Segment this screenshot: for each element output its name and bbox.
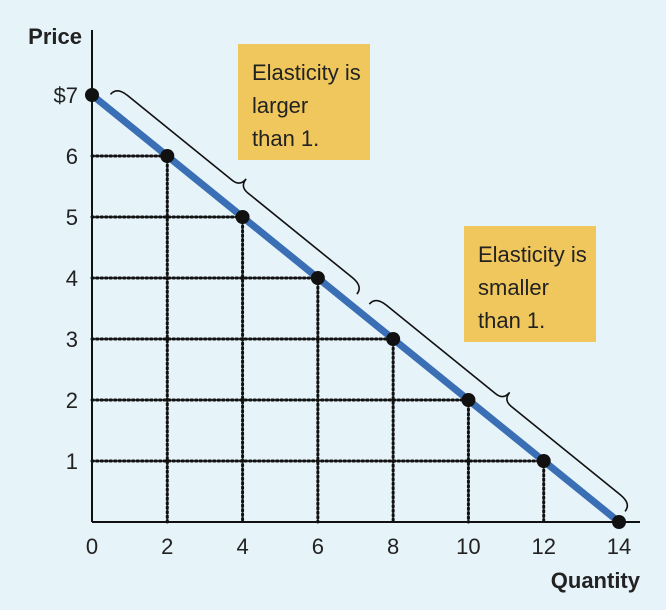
x-tick-label: 2 bbox=[161, 534, 173, 559]
data-point bbox=[310, 271, 325, 285]
callout-elastic-line-3: than 1. bbox=[252, 126, 320, 151]
y-tick-label: 4 bbox=[66, 266, 78, 291]
data-point bbox=[612, 515, 626, 529]
callout-inelastic-line-3: than 1. bbox=[478, 308, 546, 333]
x-tick-label: 14 bbox=[607, 534, 631, 559]
y-tick-label: 3 bbox=[66, 327, 78, 352]
callout-elastic-line-1: Elasticity is bbox=[252, 60, 361, 85]
data-point bbox=[386, 332, 401, 346]
y-tick-label: 1 bbox=[66, 449, 78, 474]
demand-curve bbox=[88, 91, 623, 526]
data-point bbox=[85, 88, 99, 102]
data-point bbox=[461, 393, 476, 407]
x-tick-label: 10 bbox=[456, 534, 480, 559]
x-tick-label: 12 bbox=[531, 534, 555, 559]
y-tick-label: 6 bbox=[66, 144, 78, 169]
callout-elastic-line-2: larger bbox=[252, 93, 309, 118]
x-tick-label: 8 bbox=[387, 534, 399, 559]
data-point bbox=[536, 454, 551, 468]
callout-inelastic: Elasticity is smaller than 1. bbox=[464, 226, 596, 342]
x-tick-label: 0 bbox=[86, 534, 98, 559]
y-tick-label: 5 bbox=[66, 205, 78, 230]
y-tick-label: 2 bbox=[66, 388, 78, 413]
data-point bbox=[160, 149, 175, 163]
x-axis-title: Quantity bbox=[551, 568, 641, 593]
callout-elastic: Elasticity is larger than 1. bbox=[238, 44, 370, 160]
data-point bbox=[235, 210, 250, 224]
y-tick-label: $7 bbox=[54, 83, 78, 108]
callout-inelastic-line-1: Elasticity is bbox=[478, 242, 587, 267]
x-tick-label: 4 bbox=[236, 534, 248, 559]
y-axis-title: Price bbox=[28, 24, 82, 49]
x-tick-label: 6 bbox=[312, 534, 324, 559]
callout-inelastic-line-2: smaller bbox=[478, 275, 549, 300]
